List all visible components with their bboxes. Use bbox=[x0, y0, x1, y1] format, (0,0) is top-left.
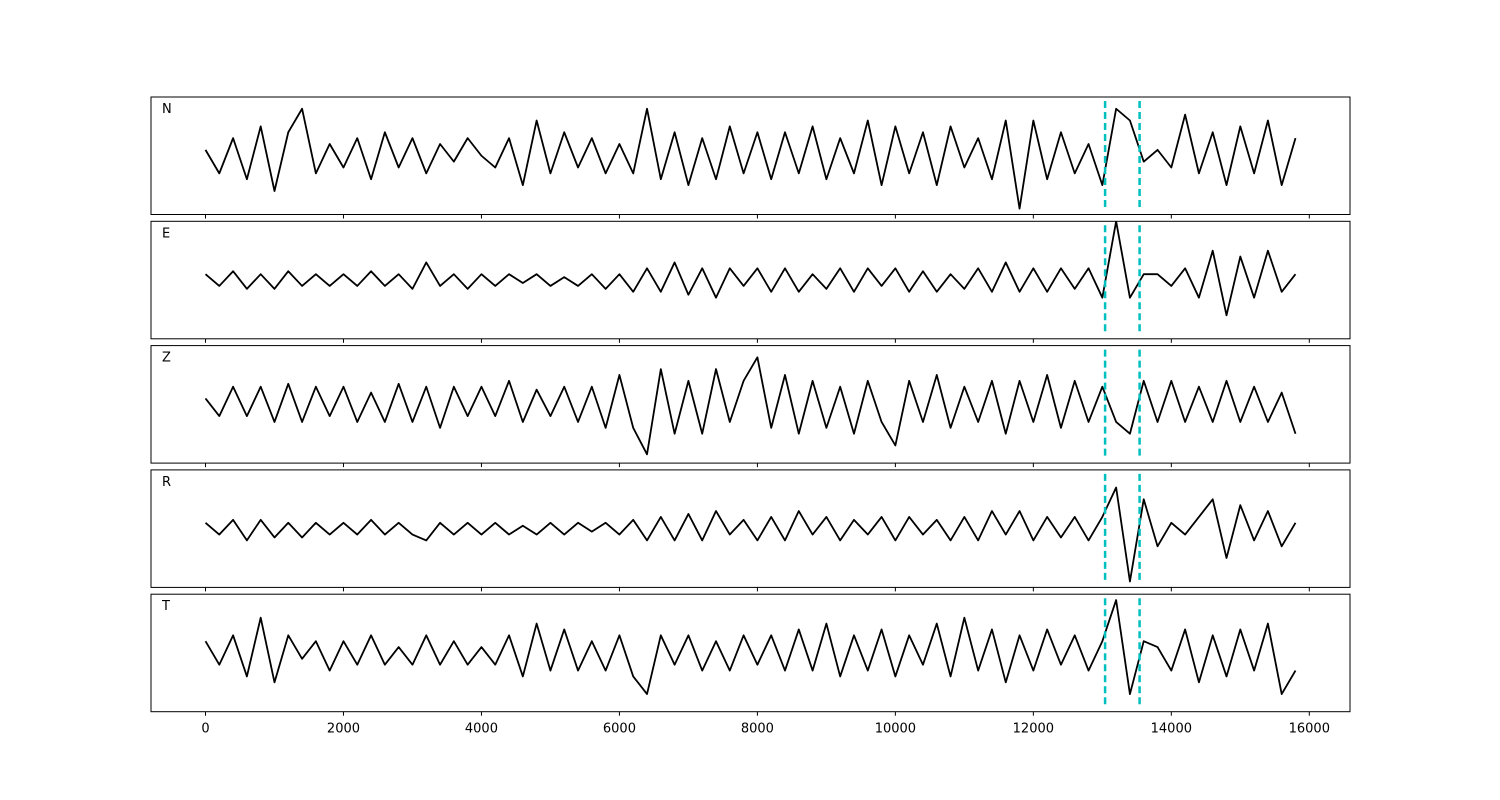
x-tick-label: 14000 bbox=[1151, 722, 1192, 737]
x-tick-label: 4000 bbox=[465, 722, 498, 737]
panel-label: N bbox=[162, 102, 172, 117]
x-tick-label: 2000 bbox=[327, 722, 360, 737]
panel-label: T bbox=[161, 599, 170, 614]
x-tick-label: 16000 bbox=[1289, 722, 1330, 737]
panel-frame bbox=[150, 593, 1351, 713]
waveform bbox=[204, 599, 1297, 695]
waveform bbox=[204, 107, 1297, 210]
panel-frame bbox=[150, 469, 1351, 588]
waveform bbox=[204, 356, 1297, 456]
x-tick-label: 6000 bbox=[603, 722, 636, 737]
panel-frame bbox=[150, 345, 1351, 464]
x-tick-label: 10000 bbox=[875, 722, 916, 737]
panel-frame bbox=[150, 220, 1351, 340]
x-tick-label: 8000 bbox=[741, 722, 774, 737]
waveform bbox=[204, 486, 1297, 583]
x-tick-label: 12000 bbox=[1013, 722, 1054, 737]
panel-label: Z bbox=[162, 351, 171, 366]
panel-frame bbox=[150, 96, 1351, 215]
x-tick-label: 0 bbox=[201, 722, 209, 737]
panel-label: E bbox=[162, 226, 170, 241]
waveform bbox=[204, 221, 1297, 317]
panel-label: R bbox=[162, 475, 171, 490]
